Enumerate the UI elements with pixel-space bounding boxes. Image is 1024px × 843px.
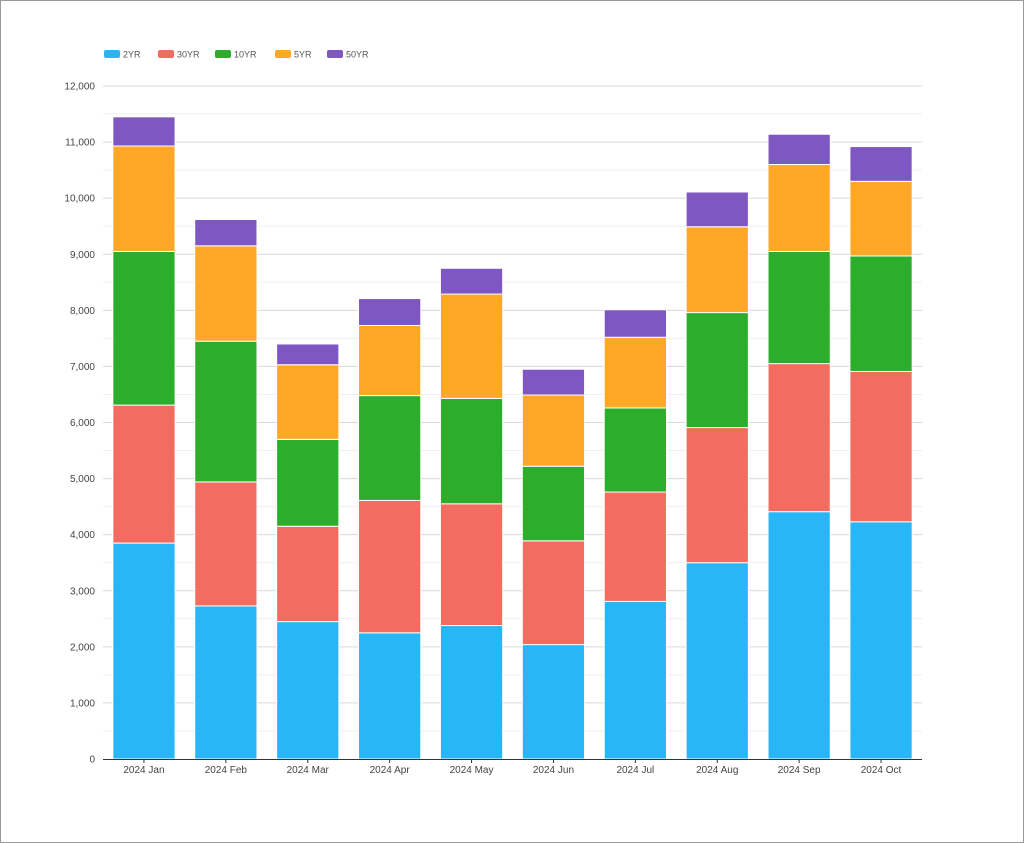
y-tick-label: 0	[89, 755, 95, 766]
bar-segment-30yr[interactable]	[194, 481, 258, 607]
y-tick-label: 3,000	[70, 586, 95, 597]
bar-segment-50yr[interactable]	[194, 218, 258, 247]
bar-segment-2yr[interactable]	[685, 562, 749, 760]
x-tick-label: 2024 Jul	[616, 765, 654, 776]
x-tick-label: 2024 Apr	[370, 765, 411, 776]
axes: 0 1,000 2,000 3,000 4,000 5,000 6,000 7,000 8,00…	[64, 82, 922, 776]
bar-segment-50yr[interactable]	[685, 191, 749, 228]
bar-segment-50yr[interactable]	[767, 133, 831, 166]
legend-swatch	[275, 50, 291, 58]
y-tick-label: 2,000	[70, 642, 95, 653]
y-tick-label: 12,000	[64, 82, 95, 93]
bar-segment-2yr[interactable]	[521, 644, 586, 760]
bar-segment-2yr[interactable]	[439, 625, 504, 760]
bar-segment-10yr[interactable]	[112, 250, 176, 406]
x-tick-label: 2024 Sep	[778, 765, 821, 776]
legend-item-30yr[interactable]: 30YR	[158, 50, 200, 60]
bar-segment-50yr[interactable]	[112, 116, 176, 147]
bar-segment-2yr[interactable]	[358, 632, 422, 760]
bar-segment-5yr[interactable]	[276, 364, 340, 440]
bar-segment-10yr[interactable]	[276, 438, 340, 527]
bar-segment-5yr[interactable]	[685, 226, 749, 314]
bar-segment-10yr[interactable]	[439, 397, 504, 505]
bar-segment-5yr[interactable]	[767, 164, 831, 252]
x-tick-label: 2024 Feb	[205, 765, 248, 776]
bar-segment-30yr[interactable]	[767, 363, 831, 513]
bar-segment-10yr[interactable]	[767, 250, 831, 365]
bar-segment-5yr[interactable]	[194, 245, 258, 342]
bar-segment-5yr[interactable]	[358, 324, 422, 397]
legend-item-50yr[interactable]: 50YR	[327, 50, 369, 60]
bar-segment-50yr[interactable]	[276, 343, 340, 366]
bar-segment-5yr[interactable]	[603, 336, 667, 409]
y-tick-label: 11,000	[65, 138, 95, 149]
y-tick-label: 10,000	[64, 194, 95, 205]
legend-swatch	[327, 50, 343, 58]
bar-segment-50yr[interactable]	[603, 309, 667, 338]
bar-segment-30yr[interactable]	[521, 540, 586, 646]
legend-swatch	[215, 50, 231, 58]
bar-segment-30yr[interactable]	[276, 525, 340, 623]
legend-item-5yr[interactable]: 5YR	[275, 50, 312, 60]
y-tick-label: 7,000	[70, 362, 95, 373]
bars	[112, 116, 913, 760]
bar-segment-50yr[interactable]	[358, 298, 422, 326]
bar-segment-30yr[interactable]	[439, 503, 504, 627]
legend-item-2yr[interactable]: 2YR	[104, 50, 141, 60]
y-tick-label: 1,000	[70, 698, 95, 709]
bar-segment-30yr[interactable]	[685, 427, 749, 564]
x-tick-label: 2024 Jan	[123, 765, 164, 776]
bar-segment-30yr[interactable]	[112, 404, 176, 544]
x-tick-label: 2024 Aug	[696, 765, 738, 776]
bar-segment-2yr[interactable]	[849, 521, 913, 760]
legend-label: 2YR	[123, 50, 141, 60]
x-tick-label: 2024 Jun	[533, 765, 574, 776]
legend-label: 50YR	[346, 50, 369, 60]
bar-segment-50yr[interactable]	[439, 267, 504, 295]
bar-segment-10yr[interactable]	[685, 312, 749, 429]
bar-segment-10yr[interactable]	[603, 407, 667, 493]
x-tick-label: 2024 Mar	[287, 765, 330, 776]
legend-label: 5YR	[294, 50, 312, 60]
bar-segment-2yr[interactable]	[767, 511, 831, 760]
y-tick-label: 5,000	[70, 474, 95, 485]
bar-segment-10yr[interactable]	[849, 255, 913, 372]
bar-segment-30yr[interactable]	[603, 491, 667, 602]
legend-item-10yr[interactable]: 10YR	[215, 50, 257, 60]
bar-segment-50yr[interactable]	[521, 368, 586, 396]
bar-segment-2yr[interactable]	[276, 621, 340, 760]
x-tick-label: 2024 May	[450, 765, 494, 776]
legend-label: 30YR	[177, 50, 200, 60]
bar-segment-30yr[interactable]	[358, 499, 422, 634]
bar-segment-50yr[interactable]	[849, 146, 913, 182]
y-tick-label: 4,000	[70, 530, 95, 541]
bar-segment-2yr[interactable]	[112, 542, 176, 760]
legend-label: 10YR	[234, 50, 257, 60]
bar-segment-2yr[interactable]	[194, 605, 258, 760]
bar-segment-5yr[interactable]	[112, 145, 176, 252]
bar-segment-30yr[interactable]	[849, 370, 913, 523]
legend-swatch	[158, 50, 174, 58]
legend-swatch	[104, 50, 120, 58]
x-tick-label: 2024 Oct	[861, 765, 902, 776]
bar-segment-10yr[interactable]	[358, 395, 422, 501]
bar-segment-5yr[interactable]	[521, 394, 586, 467]
bar-segment-10yr[interactable]	[194, 340, 258, 483]
bar-segment-10yr[interactable]	[521, 465, 586, 542]
bar-segment-5yr[interactable]	[849, 180, 913, 257]
bar-segment-5yr[interactable]	[439, 293, 504, 399]
y-tick-label: 6,000	[70, 418, 95, 429]
y-tick-label: 8,000	[70, 306, 95, 317]
legend[interactable]: 2YR 30YR 10YR 5YR 50YR	[104, 50, 369, 60]
y-tick-label: 9,000	[70, 250, 95, 261]
bar-segment-2yr[interactable]	[603, 600, 667, 760]
